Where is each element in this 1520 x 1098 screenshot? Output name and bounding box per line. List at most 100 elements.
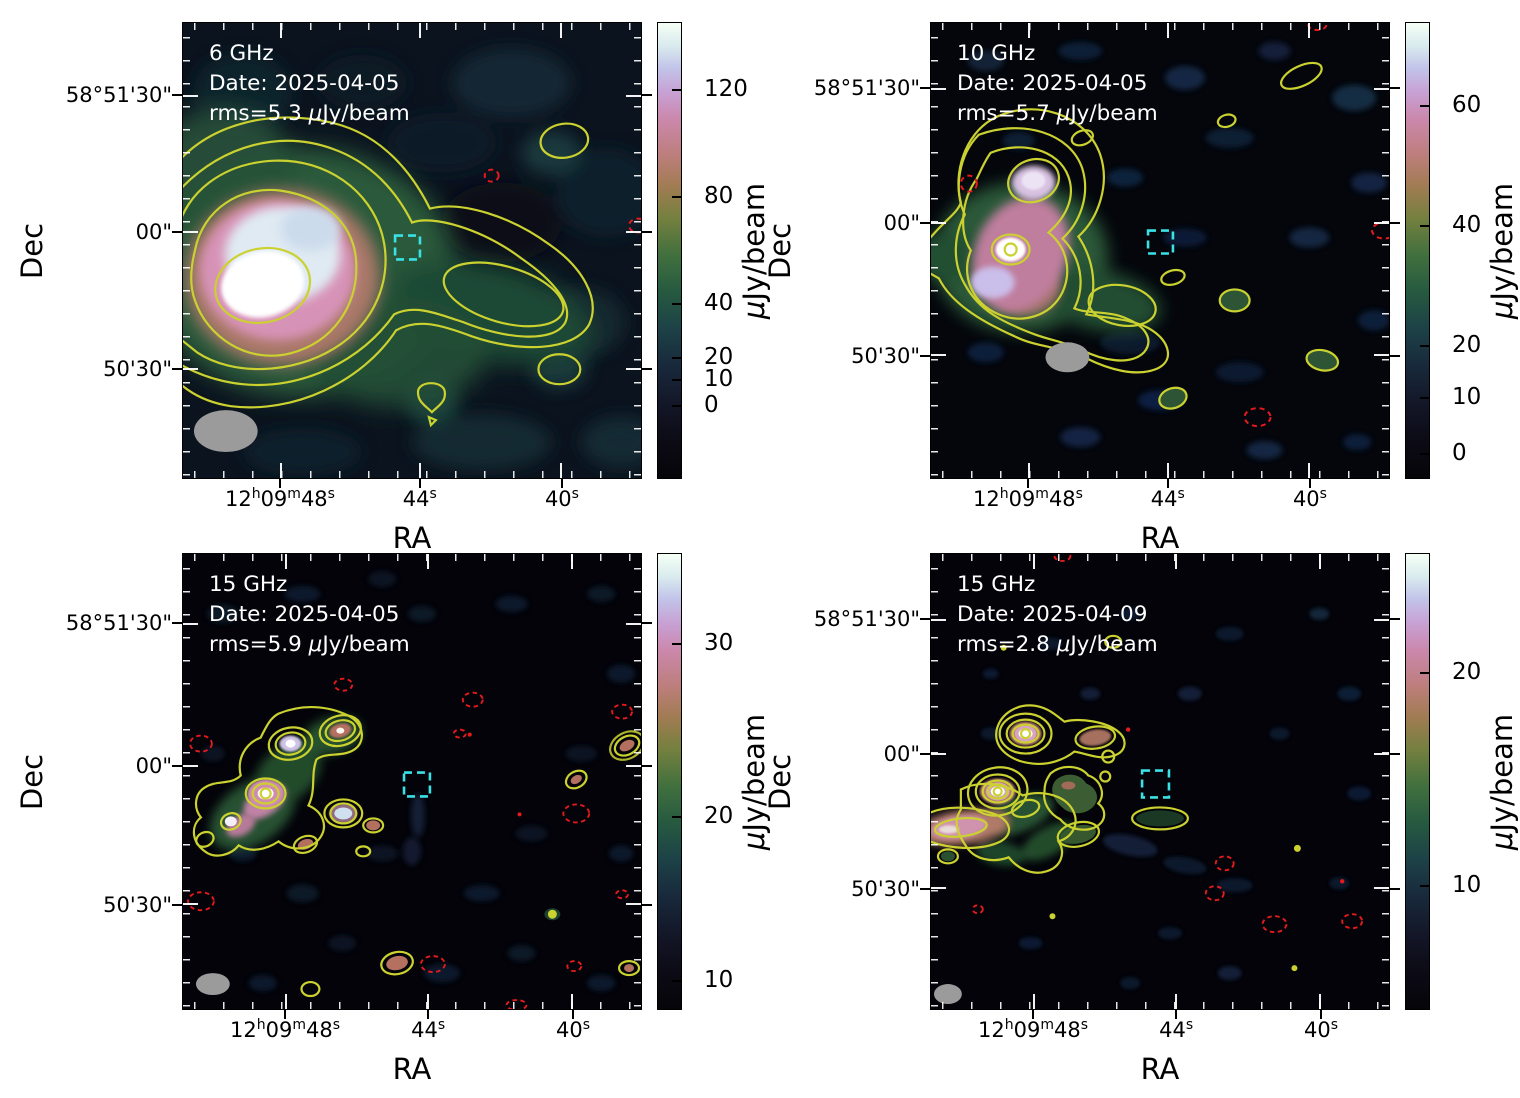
ra-axis-label: RA	[1140, 1052, 1180, 1086]
positive-contours	[192, 705, 641, 998]
positive-contours	[183, 116, 594, 428]
colorbar: 120 80 40 20 10 0	[657, 22, 748, 479]
extended-emission	[183, 107, 594, 408]
rms-label: rms=5.9 μJy/beam	[209, 632, 410, 657]
ra-tick-label: 12h09m48s	[230, 1017, 341, 1042]
rms-label: rms=5.7 μJy/beam	[957, 101, 1158, 126]
aperture-box	[1140, 769, 1171, 799]
rms-label: rms=2.8 μJy/beam	[957, 632, 1158, 657]
colorbar-tick-label: 120	[704, 75, 748, 102]
colorbar-gradient	[658, 554, 681, 1009]
ra-tick-label: 40s	[544, 486, 579, 511]
colorbar-tick-label: 10	[1452, 384, 1482, 410]
ra-axis-label: RA	[392, 521, 432, 555]
dec-tick-label: 50'30"	[103, 892, 172, 917]
panel-annotation: 10 GHz Date: 2025-04-05 rms=5.7 μJy/beam	[957, 39, 1158, 129]
frequency-label: 6 GHz	[209, 41, 274, 66]
dec-tick-label: 00"	[135, 220, 172, 245]
panel-annotation: 15 GHz Date: 2025-04-05 rms=5.9 μJy/beam	[209, 570, 410, 660]
sky-map-6ghz: 6 GHz Date: 2025-04-05 rms=5.3 μJy/beam	[182, 22, 642, 479]
beam-ellipse	[933, 984, 962, 1005]
frequency-label: 15 GHz	[209, 572, 288, 597]
ra-axis-label: RA	[392, 1052, 432, 1086]
colorbar: 20 10	[1405, 553, 1481, 1010]
dec-tick-label: 00"	[883, 211, 920, 236]
dec-axis-label: Dec	[763, 753, 797, 810]
ra-tick-label: 12h09m48s	[224, 486, 335, 511]
panel-6ghz: Dec 58°51'30" 00" 50'30"	[15, 22, 771, 555]
colorbar-gradient	[1406, 554, 1429, 1009]
colorbar-tick-label: 80	[704, 182, 734, 209]
ra-tick-label: 40s	[1292, 486, 1327, 511]
date-label: Date: 2025-04-05	[209, 602, 400, 627]
noise-background	[200, 570, 636, 992]
sky-map-10ghz: 10 GHz Date: 2025-04-05 rms=5.7 μJy/beam	[930, 22, 1390, 479]
positive-contours	[931, 634, 1301, 972]
radio-image-15ghz-apr09	[931, 554, 1389, 1009]
ra-tick-label: 44s	[1159, 1017, 1194, 1042]
aperture-box	[393, 234, 422, 261]
colorbar-unit-label: μJy/beam	[1485, 713, 1519, 850]
colorbar-tick-label: 20	[1452, 659, 1482, 686]
frequency-label: 10 GHz	[957, 41, 1036, 66]
source-emission	[931, 165, 1161, 333]
panel-15ghz-apr05: Dec 58°51'30" 00" 50'30"	[15, 553, 771, 1086]
dec-axis-label: Dec	[15, 222, 49, 279]
colorbar: 60 40 20 10 0	[1405, 22, 1481, 479]
colorbar-tick-label: 20	[704, 803, 734, 830]
noise-background	[980, 607, 1372, 990]
beam-ellipse	[195, 973, 230, 996]
date-label: Date: 2025-04-09	[957, 602, 1148, 627]
dec-tick-label: 00"	[883, 742, 920, 767]
colorbar-gradient	[1406, 23, 1429, 478]
ra-tick-label: 44s	[1150, 486, 1185, 511]
panel-annotation: 15 GHz Date: 2025-04-09 rms=2.8 μJy/beam	[957, 570, 1158, 660]
colorbar-tick-label: 40	[704, 289, 734, 316]
beam-ellipse	[193, 410, 258, 453]
ra-tick-label: 40s	[1303, 1017, 1339, 1042]
colorbar-tick-label: 20	[704, 344, 734, 371]
colorbar-tick-label: 30	[704, 629, 734, 656]
colorbar-tick-label: 60	[1452, 91, 1482, 118]
colorbar-tick-label: 0	[1452, 439, 1467, 466]
dec-axis-label: Dec	[15, 753, 49, 810]
frequency-label: 15 GHz	[957, 572, 1036, 597]
colorbar-unit-label: μJy/beam	[1485, 182, 1519, 319]
sky-map-15ghz-apr09: 15 GHz Date: 2025-04-09 rms=2.8 μJy/beam	[930, 553, 1390, 1010]
dec-tick-label: 50'30"	[851, 343, 920, 368]
rms-label: rms=5.3 μJy/beam	[209, 101, 410, 126]
dec-tick-label: 00"	[135, 753, 172, 778]
dec-tick-label: 58°51'30"	[813, 76, 920, 101]
colorbar-tick-label: 0	[704, 392, 719, 419]
ra-tick-label: 44s	[411, 1017, 446, 1042]
ra-axis-label: RA	[1140, 521, 1180, 555]
date-label: Date: 2025-04-05	[209, 71, 400, 96]
date-label: Date: 2025-04-05	[957, 71, 1148, 96]
colorbar-tick-label: 10	[704, 365, 734, 392]
colorbar-tick-label: 40	[1452, 212, 1482, 239]
dec-tick-label: 50'30"	[103, 357, 172, 382]
panel-10ghz: Dec 58°51'30" 00" 50'30"	[763, 22, 1519, 555]
colorbar-tick-label: 10	[704, 966, 734, 993]
radio-image-15ghz-apr05	[183, 554, 641, 1009]
dec-tick-label: 58°51'30"	[65, 610, 172, 635]
colorbar-tick-label: 20	[1452, 332, 1482, 359]
beam-ellipse	[1045, 342, 1090, 373]
dec-tick-label: 50'30"	[851, 876, 920, 901]
radio-image-6ghz	[183, 23, 641, 478]
colorbar: 30 20 10	[657, 553, 733, 1010]
aperture-box	[1146, 229, 1175, 255]
colorbar-gradient	[658, 23, 681, 478]
ra-tick-label: 40s	[555, 1017, 591, 1042]
colorbar-tick-label: 10	[1452, 872, 1482, 899]
panel-annotation: 6 GHz Date: 2025-04-05 rms=5.3 μJy/beam	[209, 39, 410, 129]
ra-tick-label: 12h09m48s	[972, 486, 1083, 511]
dec-axis-label: Dec	[763, 222, 797, 279]
ra-tick-label: 44s	[402, 486, 437, 511]
dec-tick-label: 58°51'30"	[65, 83, 172, 108]
aperture-box	[402, 771, 432, 798]
ra-tick-label: 12h09m48s	[978, 1017, 1089, 1042]
sky-map-15ghz-apr05: 15 GHz Date: 2025-04-05 rms=5.9 μJy/beam	[182, 553, 642, 1010]
dec-tick-label: 58°51'30"	[813, 607, 920, 632]
